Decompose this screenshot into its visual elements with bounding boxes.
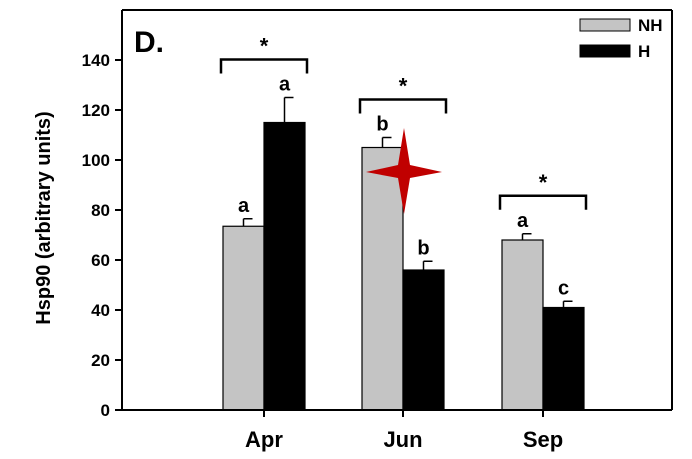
y-tick-label: 140: [82, 51, 110, 70]
bar-h-sep: [542, 306, 585, 411]
significance-letter: a: [238, 195, 250, 217]
y-tick-label: 80: [91, 201, 110, 220]
y-axis-label: Hsp90 (arbitrary units): [33, 111, 55, 324]
significance-bracket: [498, 194, 588, 210]
significance-asterisk: *: [260, 34, 269, 59]
bar-h-apr: [263, 121, 306, 411]
significance-bracket: [219, 58, 309, 74]
significance-letter: b: [376, 114, 388, 136]
significance-asterisk: *: [539, 170, 548, 195]
legend-label: NH: [638, 16, 663, 35]
significance-letter: a: [517, 210, 529, 232]
y-tick-label: 100: [82, 151, 110, 170]
panel-label: D.: [134, 26, 164, 59]
significance-letter: a: [279, 74, 291, 96]
significance-asterisk: *: [399, 74, 408, 99]
legend-label: H: [638, 42, 650, 61]
bar-nh-apr: [222, 225, 265, 411]
legend-swatch: [579, 44, 631, 58]
significance-bracket: [358, 98, 448, 114]
red-star-marker: [366, 128, 442, 214]
bar-nh-jun: [361, 146, 404, 411]
bar-nh-sep: [501, 239, 544, 411]
y-tick-label: 20: [91, 351, 110, 370]
bar-h-jun: [402, 269, 445, 411]
significance-letter: b: [417, 237, 429, 259]
y-tick-label: 0: [101, 401, 110, 420]
x-category-label: Jun: [383, 427, 422, 452]
legend-swatch: [579, 18, 631, 32]
y-tick-label: 40: [91, 301, 110, 320]
y-tick-label: 60: [91, 251, 110, 270]
y-tick-label: 120: [82, 101, 110, 120]
x-category-label: Apr: [245, 427, 283, 452]
significance-letter: c: [558, 277, 569, 299]
x-category-label: Sep: [523, 427, 563, 452]
